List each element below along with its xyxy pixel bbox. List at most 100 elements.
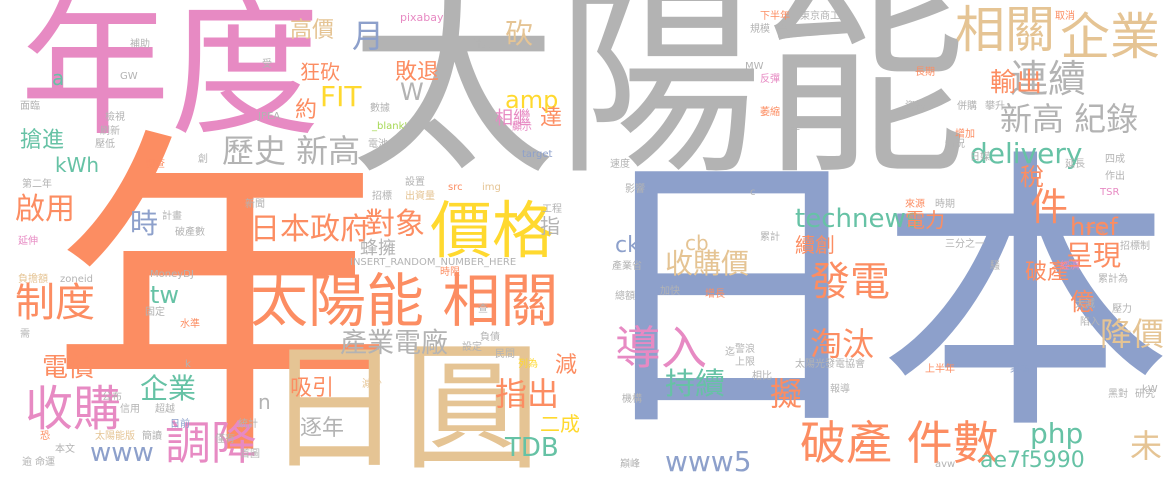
word-shi: 時 xyxy=(130,207,159,240)
word-jiakuai: 加快 xyxy=(660,286,680,297)
word-jingji: 經濟 xyxy=(1060,261,1080,272)
word-lishi-xingao: 歷史 新高 xyxy=(222,132,361,170)
word-han: 含 xyxy=(775,20,793,41)
word-yue2: 約 xyxy=(295,98,318,123)
word-shouye: 首圖 xyxy=(240,449,260,460)
word-wei: 未 xyxy=(1130,427,1163,465)
word-img: img xyxy=(482,182,501,193)
word-gaojia: 高價 xyxy=(290,18,335,43)
word-rimei: 日媒 xyxy=(970,152,990,163)
word-suoxiao: 萎縮 xyxy=(760,107,780,118)
word-daoru: 導入 xyxy=(615,321,707,375)
word-www: www xyxy=(90,438,154,468)
word-zengjia: 增加 xyxy=(955,129,975,140)
word-jigou: 機構 xyxy=(622,394,642,405)
word-xiangbi: 相比 xyxy=(752,371,772,382)
word-qianwa: 千瓦 xyxy=(1085,224,1105,235)
word-kuang-kan: 狂砍 xyxy=(300,60,340,84)
word-zhi: 指 xyxy=(540,214,560,238)
word-shuaxin: 刷新 xyxy=(100,126,120,137)
word-yingxiang: 影響 xyxy=(625,184,645,195)
word-guimo: 規模 xyxy=(750,24,770,35)
word-dian-dui: 黑對 xyxy=(1108,389,1128,400)
word-chaoyue: 超越 xyxy=(155,404,175,415)
word-zhaobiaozhi: 招標制 xyxy=(1120,241,1150,252)
word-ni: 擬 xyxy=(770,375,803,413)
word-jpea: JPEA xyxy=(258,111,281,122)
word-jihua2: 計畫 xyxy=(162,211,182,222)
word-chuzijin: 出資量 xyxy=(405,191,435,202)
word-fengyong: 蜂擁 xyxy=(360,238,396,259)
word-shougou: 收購 xyxy=(25,381,122,437)
word-yu: 逾 xyxy=(22,457,32,468)
word-www5: www5 xyxy=(665,445,752,478)
word-xingao-jilu: 新高 紀錄 xyxy=(1000,100,1139,138)
word-ban: 半 xyxy=(790,124,800,135)
word-quxiao: 取消 xyxy=(1055,11,1075,22)
word-fit: FIT xyxy=(320,80,362,113)
word-ck: ck xyxy=(615,233,640,258)
word-minjian: 民間 xyxy=(495,349,515,360)
word-diaocha: 調查 xyxy=(145,159,165,170)
word-zengzhang: 增長 xyxy=(705,289,725,300)
word-tongji: 統計 xyxy=(238,419,258,430)
word-yezhe: 業者 xyxy=(1010,364,1030,375)
word-riben: 日本 xyxy=(583,125,1173,469)
word-qiye-top: 企業 xyxy=(1060,8,1160,66)
word-buzhu: 補助 xyxy=(130,39,150,50)
word-fuzhai: 負債 xyxy=(480,332,500,343)
word-taiyangneng-xiangguan: 太陽能 相關 xyxy=(250,267,559,335)
word-kong: 恐 xyxy=(40,431,50,442)
word-qingkuang: 情況 xyxy=(945,139,965,150)
word-xiabannian: 下半年 xyxy=(760,11,790,22)
word-tykdxh: 太陽光發電協會 xyxy=(795,359,865,370)
word-jinyou: 僅有 xyxy=(215,434,235,445)
word-pochanshu: 破產數 xyxy=(175,227,205,238)
word-chixu: 持續 xyxy=(665,367,725,402)
word-jiangzhi: 警浪 xyxy=(735,344,755,355)
word-shijian: 時限 xyxy=(440,267,460,278)
word-kw: kW xyxy=(1142,384,1158,395)
word-jiangjia: 降價 xyxy=(1100,315,1165,353)
word-c: c xyxy=(750,187,756,198)
word-xu: 需 xyxy=(20,329,30,340)
word-blank: _blank' xyxy=(372,121,408,132)
word-ji: 迄 xyxy=(725,347,735,358)
word-k: k xyxy=(185,359,191,370)
word-qiyong: 啟用 xyxy=(15,192,75,227)
word-jian: 件 xyxy=(1030,185,1069,229)
word-sudu: 速度 xyxy=(610,159,630,170)
word-xinyong: 信用 xyxy=(120,404,140,415)
word-pochan: 破產 xyxy=(1025,260,1070,285)
word-shangxian: 上限 xyxy=(735,357,755,368)
word-xianru: 陷入 xyxy=(1080,317,1100,328)
word-duixiang: 對象 xyxy=(365,207,425,242)
word-taotai: 淘汰 xyxy=(810,325,875,363)
word-zhunian: 逐年 xyxy=(300,416,345,441)
word-delivery: delivery xyxy=(970,137,1083,170)
word-shezhi: 設置 xyxy=(405,177,425,188)
word-xuchuang: 續創 xyxy=(795,233,835,257)
word-moneydj: MoneyDJ xyxy=(150,269,194,280)
word-dierian: 第二年 xyxy=(22,179,52,190)
word-php: php xyxy=(1030,417,1084,450)
word-mw: MW xyxy=(745,61,764,72)
word-jiangdi: 壓低 xyxy=(95,139,115,150)
word-benwen: 本文 xyxy=(55,444,75,455)
word-laiyuan: 來源 xyxy=(905,199,925,210)
word-fanzhuan: 反彈 xyxy=(760,74,780,85)
word-pixabay: pixabay xyxy=(400,11,444,24)
word-gongbu: 公布 xyxy=(102,392,122,403)
word-target: target xyxy=(522,149,553,160)
word-lianxu: 連續 xyxy=(1010,57,1087,101)
word-w: W xyxy=(400,78,424,106)
word-yi: 億 xyxy=(1070,288,1094,316)
word-shangbannian: 上半年 xyxy=(925,364,955,375)
word-jiage: 價格 xyxy=(430,194,555,267)
word-xiangguan: 相關 xyxy=(955,1,1055,59)
word-fadian: 發電 xyxy=(810,259,890,305)
word-yue: 月 xyxy=(352,17,385,55)
word-jianshi: 檢視 xyxy=(105,112,125,123)
word-dongjing: 東京商工 xyxy=(800,11,840,22)
